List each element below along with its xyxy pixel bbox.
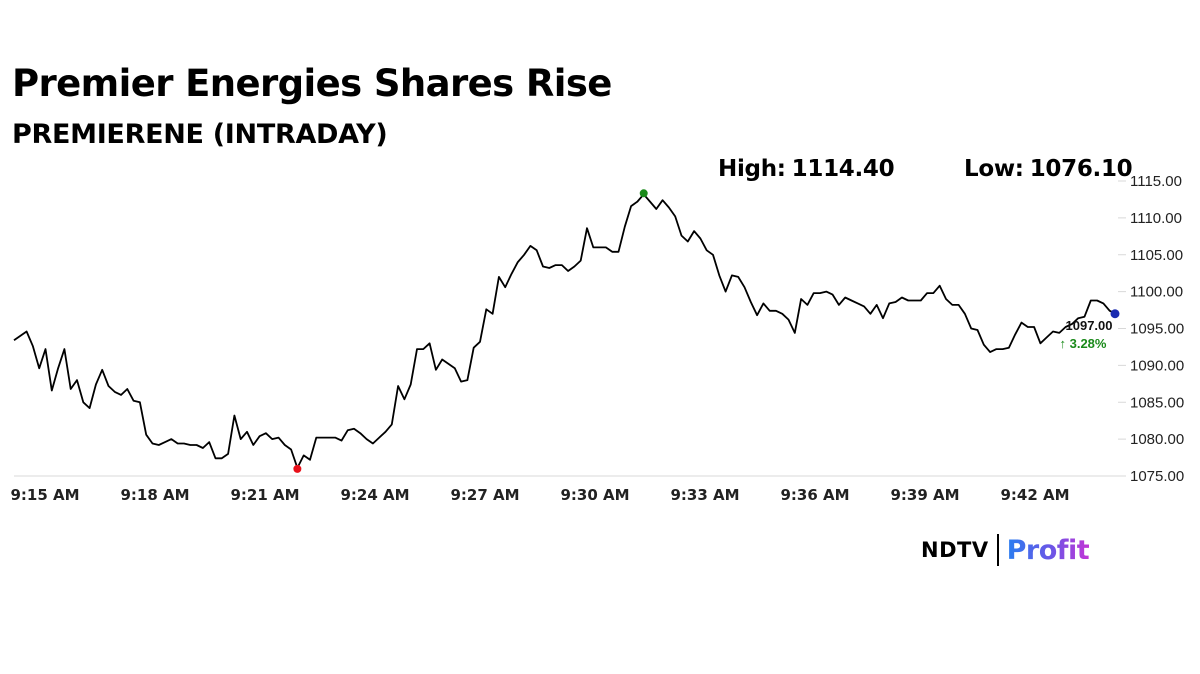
ndtv-profit-logo: NDTV Profit bbox=[921, 532, 1090, 568]
x-tick-label: 9:24 AM bbox=[340, 486, 409, 504]
x-tick-label: 9:30 AM bbox=[560, 486, 629, 504]
last-point-marker bbox=[1110, 309, 1120, 319]
high-stat: High: 1114.40 bbox=[718, 156, 895, 182]
y-tick-label: 1085.00 bbox=[1130, 394, 1184, 411]
low-stat: Low: 1076.10 bbox=[964, 156, 1133, 182]
x-tick-label: 9:36 AM bbox=[780, 486, 849, 504]
last-price-label: 1097.00 bbox=[1066, 318, 1113, 333]
y-tick-label: 1080.00 bbox=[1130, 431, 1184, 448]
markers bbox=[293, 189, 1120, 473]
high-point-marker bbox=[639, 189, 648, 198]
y-axis: 1115.00 1110.00 1105.00 1100.00 1095.00 1090.… bbox=[1118, 173, 1184, 485]
x-tick-label: 9:18 AM bbox=[120, 486, 189, 504]
logo-divider bbox=[996, 534, 999, 566]
y-tick-label: 1095.00 bbox=[1130, 321, 1184, 338]
x-tick-label: 9:21 AM bbox=[230, 486, 299, 504]
low-value: 1076.10 bbox=[1029, 156, 1133, 182]
x-tick-label: 9:33 AM bbox=[670, 486, 739, 504]
chart-title: Premier Energies Shares Rise bbox=[12, 62, 612, 105]
price-series bbox=[13, 193, 1117, 469]
price-line bbox=[13, 193, 1117, 469]
profit-wordmark: Profit bbox=[1006, 534, 1090, 566]
x-axis: 9:15 AM 9:18 AM 9:21 AM 9:24 AM 9:27 AM 9:30 … bbox=[10, 475, 1118, 504]
y-tick-label: 1090.00 bbox=[1130, 357, 1184, 374]
y-tick-label: 1075.00 bbox=[1130, 468, 1184, 485]
low-label: Low: bbox=[964, 156, 1024, 182]
high-label: High: bbox=[718, 156, 786, 182]
chart-subtitle: PREMIERENE (INTRADAY) bbox=[12, 119, 388, 150]
y-tick-label: 1100.00 bbox=[1130, 284, 1183, 301]
x-tick-label: 9:27 AM bbox=[450, 486, 519, 504]
ndtv-wordmark: NDTV bbox=[921, 538, 989, 562]
x-tick-label: 9:42 AM bbox=[1000, 486, 1069, 504]
x-tick-label: 9:39 AM bbox=[890, 486, 959, 504]
low-point-marker bbox=[293, 464, 302, 473]
last-change-label: ↑ 3.28% bbox=[1060, 336, 1107, 351]
y-tick-label: 1105.00 bbox=[1130, 247, 1183, 264]
high-value: 1114.40 bbox=[791, 156, 895, 182]
y-tick-label: 1110.00 bbox=[1130, 210, 1182, 227]
x-tick-label: 9:15 AM bbox=[10, 486, 79, 504]
y-tick-label: 1115.00 bbox=[1130, 173, 1182, 190]
